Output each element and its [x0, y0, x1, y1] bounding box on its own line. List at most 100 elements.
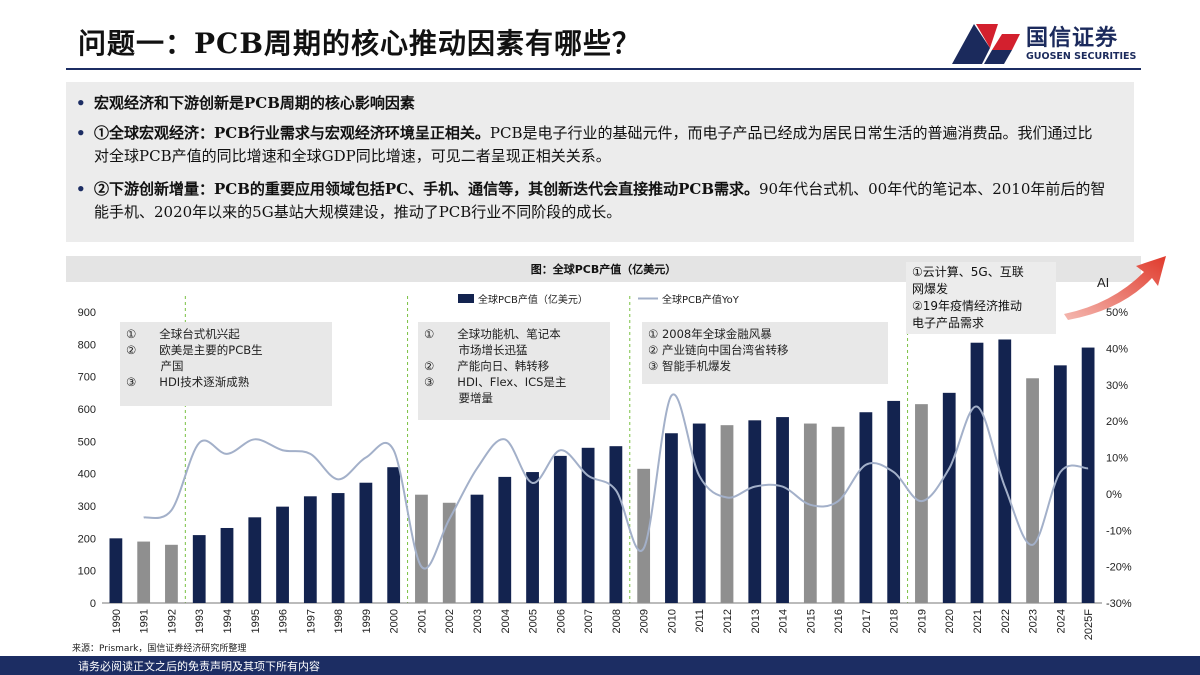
bar-2010	[665, 433, 678, 603]
chart-source: 来源：Prismark，国信证券经济研究所整理	[72, 644, 247, 654]
x-axis-tick-label: 2012	[722, 609, 734, 633]
left-axis-tick-label: 400	[78, 469, 96, 481]
bullet-3-bold: ②下游创新增量：PCB的重要应用领域包括PC、手机、通信等，其创新迭代会直接推动…	[94, 180, 760, 198]
x-axis-tick-label: 1991	[139, 609, 151, 633]
chart-title: 图：全球PCB产值（亿美元）	[530, 263, 677, 276]
guosen-logo: 国信证券 GUOSEN SECURITIES	[952, 18, 1142, 70]
bullet-dot: •	[76, 124, 86, 142]
bar-2001	[415, 494, 428, 603]
page-title: 问题一：PCB周期的核心推动因素有哪些？	[78, 27, 642, 60]
annotation-line: ① 全球台式机兴起	[126, 327, 240, 341]
x-axis-tick-label: 1997	[305, 609, 317, 633]
x-axis-tick-label: 2025F	[1083, 609, 1095, 640]
right-axis-tick-label: 40%	[1106, 343, 1128, 355]
bar-2016	[831, 426, 845, 603]
x-axis-tick-label: 1999	[361, 609, 373, 633]
x-axis-tick-label: 2017	[861, 609, 873, 633]
x-axis-tick-label: 1994	[222, 609, 234, 633]
bar-1995	[248, 517, 262, 603]
guosen-logo-mark-icon	[952, 24, 1020, 64]
left-axis-tick-label: 900	[78, 307, 96, 319]
annotation-line: 市场增长迅猛	[424, 343, 528, 357]
bar-2014	[776, 417, 789, 603]
right-axis-tick-label: -20%	[1106, 562, 1132, 574]
pcb-output-chart: 全球PCB产值（亿美元） 全球PCB产值YoY 0 100 200 300 400 500 60…	[78, 293, 1132, 640]
legend-label-output: 全球PCB产值（亿美元）	[478, 293, 588, 306]
bar-2013	[748, 420, 762, 603]
x-axis-tick-label: 2015	[805, 609, 817, 633]
bar-2021	[970, 342, 984, 603]
bar-2004	[498, 476, 512, 603]
x-axis-tick-label: 2010	[666, 609, 678, 633]
bar-2015	[803, 423, 817, 603]
x-axis-tick-label: 2023	[1028, 609, 1040, 633]
summary-box: • 宏观经济和下游创新是PCB周期的核心影响因素 • ①全球宏观经济：PCB行业…	[66, 82, 1134, 242]
annotation-line: ③ 智能手机爆发	[648, 359, 731, 373]
x-axis-tick-label: 2009	[639, 609, 651, 633]
bar-2003	[470, 494, 484, 603]
x-axis-tick-label: 2018	[889, 609, 901, 633]
x-axis-tick-label: 1998	[333, 609, 345, 633]
bar-1994	[220, 527, 234, 603]
bullet-3-text: 90年代台式机、00年代的笔记本、2010年前后的智能手机、2020年以来的5G…	[94, 180, 1106, 221]
annotation-line: ③ HDI技术逐渐成熟	[126, 375, 250, 389]
bullet-dot: •	[76, 180, 86, 198]
logo-english-name: GUOSEN SECURITIES	[1026, 51, 1137, 62]
bullet-1-bold: 宏观经济和下游创新是PCB周期的核心影响因素	[94, 94, 415, 112]
annotation-line: ② 欧美是主要的PCB生	[126, 343, 263, 357]
annotation-2010s: ① 2008年全球金融风暴 ② 产业链向中国台湾省转移 ③ 智能手机爆发	[642, 322, 888, 384]
x-axis-tick-label: 2008	[611, 609, 623, 633]
bar-1992	[165, 544, 178, 603]
x-axis-tick-label: 2022	[1000, 609, 1012, 633]
bar-2018	[887, 400, 901, 603]
annotation-line: ②19年疫情经济推动	[912, 299, 1023, 313]
bar-2011	[692, 423, 706, 603]
annotation-line: ① 2008年全球金融风暴	[648, 327, 772, 341]
annotation-line: 网爆发	[912, 282, 949, 296]
right-axis-tick-label: 0%	[1106, 489, 1122, 501]
bar-2019	[915, 404, 928, 603]
x-axis-tick-label: 2021	[972, 609, 984, 633]
x-axis-tick-label: 2003	[472, 609, 484, 633]
bar-2025F	[1081, 347, 1095, 603]
x-axis-tick-label: 1992	[166, 609, 178, 633]
left-axis-tick-label: 0	[90, 598, 96, 610]
bullet-2: • ①全球宏观经济：PCB行业需求与宏观经济环境呈正相关。PCB是电子行业的基础…	[76, 122, 1106, 168]
bar-1997	[303, 496, 317, 603]
footer-disclaimer: 请务必阅读正文之后的免责声明及其项下所有内容	[78, 660, 320, 673]
bar-2024	[1053, 365, 1067, 603]
x-axis-tick-label: 2007	[583, 609, 595, 633]
left-axis-tick-label: 100	[78, 566, 96, 578]
legend-swatch-output	[458, 294, 474, 303]
x-axis-tick-label: 2005	[528, 609, 540, 633]
bullet-2-text: PCB是电子行业的基础元件，而电子产品已经成为居民日常生活的普遍消费品。我们通过…	[94, 124, 1093, 165]
x-axis-tick-label: 2014	[778, 609, 790, 633]
bar-1996	[276, 506, 289, 603]
annotation-2020s: ①云计算、5G、互联 网爆发 ②19年疫情经济推动 电子产品需求	[906, 262, 1056, 334]
bar-2012	[720, 425, 734, 603]
annotation-line: ② 产能向日、韩转移	[424, 359, 550, 373]
x-axis-tick-label: 2006	[555, 609, 567, 633]
right-axis-tick-label: 10%	[1106, 453, 1128, 465]
bar-2000	[387, 467, 401, 603]
bar-2008	[609, 446, 623, 603]
logo-chinese-name: 国信证券	[1026, 26, 1119, 51]
x-axis-tick-label: 2004	[500, 609, 512, 633]
bar-2023	[1026, 378, 1039, 603]
left-axis-tick-label: 300	[78, 501, 96, 513]
footer-bar: 请务必阅读正文之后的免责声明及其项下所有内容	[0, 656, 1200, 675]
legend-label-yoy: 全球PCB产值YoY	[662, 293, 740, 306]
annotation-line: 电子产品需求	[912, 316, 985, 330]
bullet-1: • 宏观经济和下游创新是PCB周期的核心影响因素	[76, 92, 1106, 115]
bar-2022	[998, 339, 1012, 603]
x-axis-tick-label: 2000	[389, 609, 401, 633]
ai-label: AI	[1097, 275, 1110, 290]
x-axis-tick-label: 2013	[750, 609, 762, 633]
annotation-2000s: ① 全球功能机、笔记本 市场增长迅猛 ② 产能向日、韩转移 ③ HDI、Flex…	[418, 322, 610, 420]
bar-2009	[637, 468, 651, 603]
bar-1998	[331, 493, 345, 603]
annotation-line: ①云计算、5G、互联	[912, 265, 1024, 279]
bar-2005	[526, 472, 539, 603]
right-axis-tick-label: 20%	[1106, 416, 1128, 428]
bar-1990	[109, 538, 123, 603]
